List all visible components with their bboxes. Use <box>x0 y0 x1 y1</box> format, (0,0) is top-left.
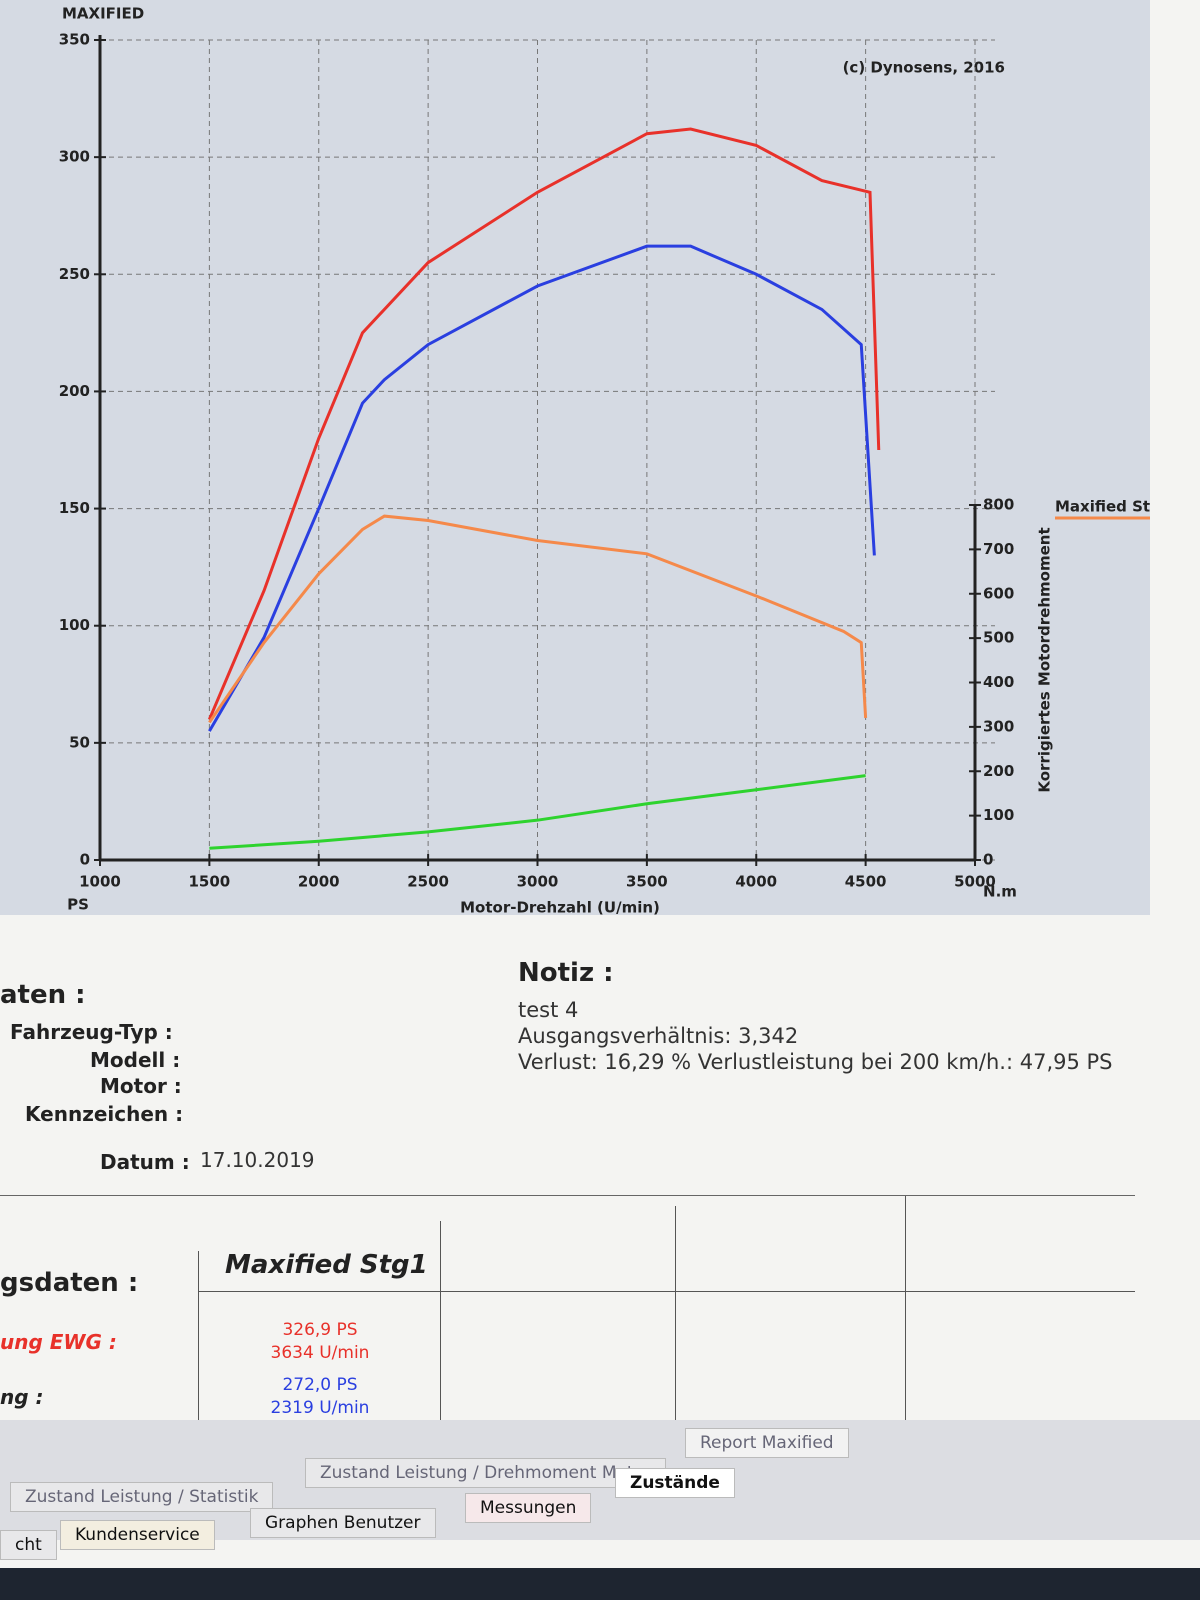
x-tick-label: 3500 <box>626 873 668 891</box>
y-tick-label: 50 <box>69 733 90 751</box>
y2-tick-label: 0 <box>983 851 993 869</box>
tab[interactable]: Zustand Leistung / Statistik <box>10 1482 274 1512</box>
legend-label: Maxified Stg1 <box>1055 498 1150 516</box>
tab[interactable]: cht <box>0 1530 57 1560</box>
y2-tick-label: 300 <box>983 717 1014 735</box>
y2-tick-label: 400 <box>983 673 1014 691</box>
chart-title: MAXIFIED <box>62 5 144 23</box>
x-tick-label: 4000 <box>735 873 777 891</box>
table-rule <box>440 1221 441 1431</box>
row-value: 272,0 PS <box>282 1375 358 1395</box>
notiz-line: test 4 <box>518 998 579 1022</box>
x-tick-label: 1500 <box>189 873 231 891</box>
y-tick-label: 300 <box>59 148 90 166</box>
y2-axis-label: Korrigiertes Motordrehmoment <box>1036 527 1054 792</box>
series-line <box>208 244 876 732</box>
x-tick-label: 1000 <box>79 873 121 891</box>
datum-label: Datum : <box>100 1150 190 1174</box>
x-tick-label: 3000 <box>517 873 559 891</box>
y2-tick-label: 100 <box>983 806 1014 824</box>
table-rule <box>198 1251 199 1431</box>
notiz-line: Verlust: 16,29 % Verlustleistung bei 200… <box>518 1050 1113 1074</box>
y-axis-label: PS <box>67 896 89 914</box>
chart-background <box>0 0 1150 915</box>
row-value: 2319 U/min <box>270 1398 370 1418</box>
tab[interactable]: Messungen <box>465 1493 592 1523</box>
field-label: Modell : <box>90 1048 181 1072</box>
series-line <box>207 127 881 721</box>
y-tick-label: 200 <box>59 382 90 400</box>
table-rule <box>905 1196 906 1431</box>
y-tick-label: 350 <box>59 31 90 49</box>
y-tick-label: 250 <box>59 265 90 283</box>
field-label: Motor : <box>100 1074 182 1098</box>
y2-tick-label: 600 <box>983 584 1014 602</box>
x-tick-label: 2000 <box>298 873 340 891</box>
tab[interactable]: Graphen Benutzer <box>250 1508 436 1538</box>
copyright: (c) Dynosens, 2016 <box>843 59 1005 77</box>
y2-tick-label: 500 <box>983 629 1014 647</box>
table-rule <box>198 1291 1135 1292</box>
tab[interactable]: Zustand Leistung / Drehmoment Motor <box>305 1458 666 1488</box>
notiz-line: Ausgangsverhältnis: 3,342 <box>518 1024 799 1048</box>
series-line <box>208 514 868 724</box>
chart: MAXIFIED (c) Dynosens, 2016 Motor-Drehza… <box>0 0 1150 915</box>
section-title: aten : <box>0 980 86 1010</box>
x-tick-label: 5000 <box>954 873 996 891</box>
y2-tick-label: 700 <box>983 540 1014 558</box>
x-tick-label: 2500 <box>407 873 449 891</box>
datum: 17.10.2019 <box>200 1148 315 1172</box>
notiz-title: Notiz : <box>518 958 614 988</box>
field-label: Fahrzeug-Typ : <box>10 1020 173 1044</box>
tab[interactable]: Zustände <box>615 1468 735 1498</box>
y2-tick-label: 200 <box>983 762 1014 780</box>
row-label: ng : <box>0 1385 44 1409</box>
tab[interactable]: Kundenservice <box>60 1520 215 1550</box>
table-rule <box>675 1206 676 1431</box>
table-column: Maxified Stg1 <box>225 1250 428 1280</box>
tab[interactable]: Report Maxified <box>685 1428 849 1458</box>
taskbar <box>0 1568 1200 1600</box>
row-value: 3634 U/min <box>270 1343 370 1363</box>
y2-tick-label: 800 <box>983 496 1014 514</box>
y2-unit: N.m <box>983 883 1017 901</box>
y-tick-label: 100 <box>59 616 90 634</box>
table-title: gsdaten : <box>0 1268 139 1298</box>
series-line <box>209 774 866 850</box>
x-tick-label: 4500 <box>845 873 887 891</box>
table <box>0 1195 1135 1431</box>
x-axis-label: Motor-Drehzahl (U/min) <box>460 899 660 916</box>
row-value: 326,9 PS <box>282 1320 358 1340</box>
field-label: Kennzeichen : <box>25 1102 184 1126</box>
y-tick-label: 150 <box>59 499 90 517</box>
y-tick-label: 0 <box>80 851 90 869</box>
row-label: ung EWG : <box>0 1330 117 1354</box>
